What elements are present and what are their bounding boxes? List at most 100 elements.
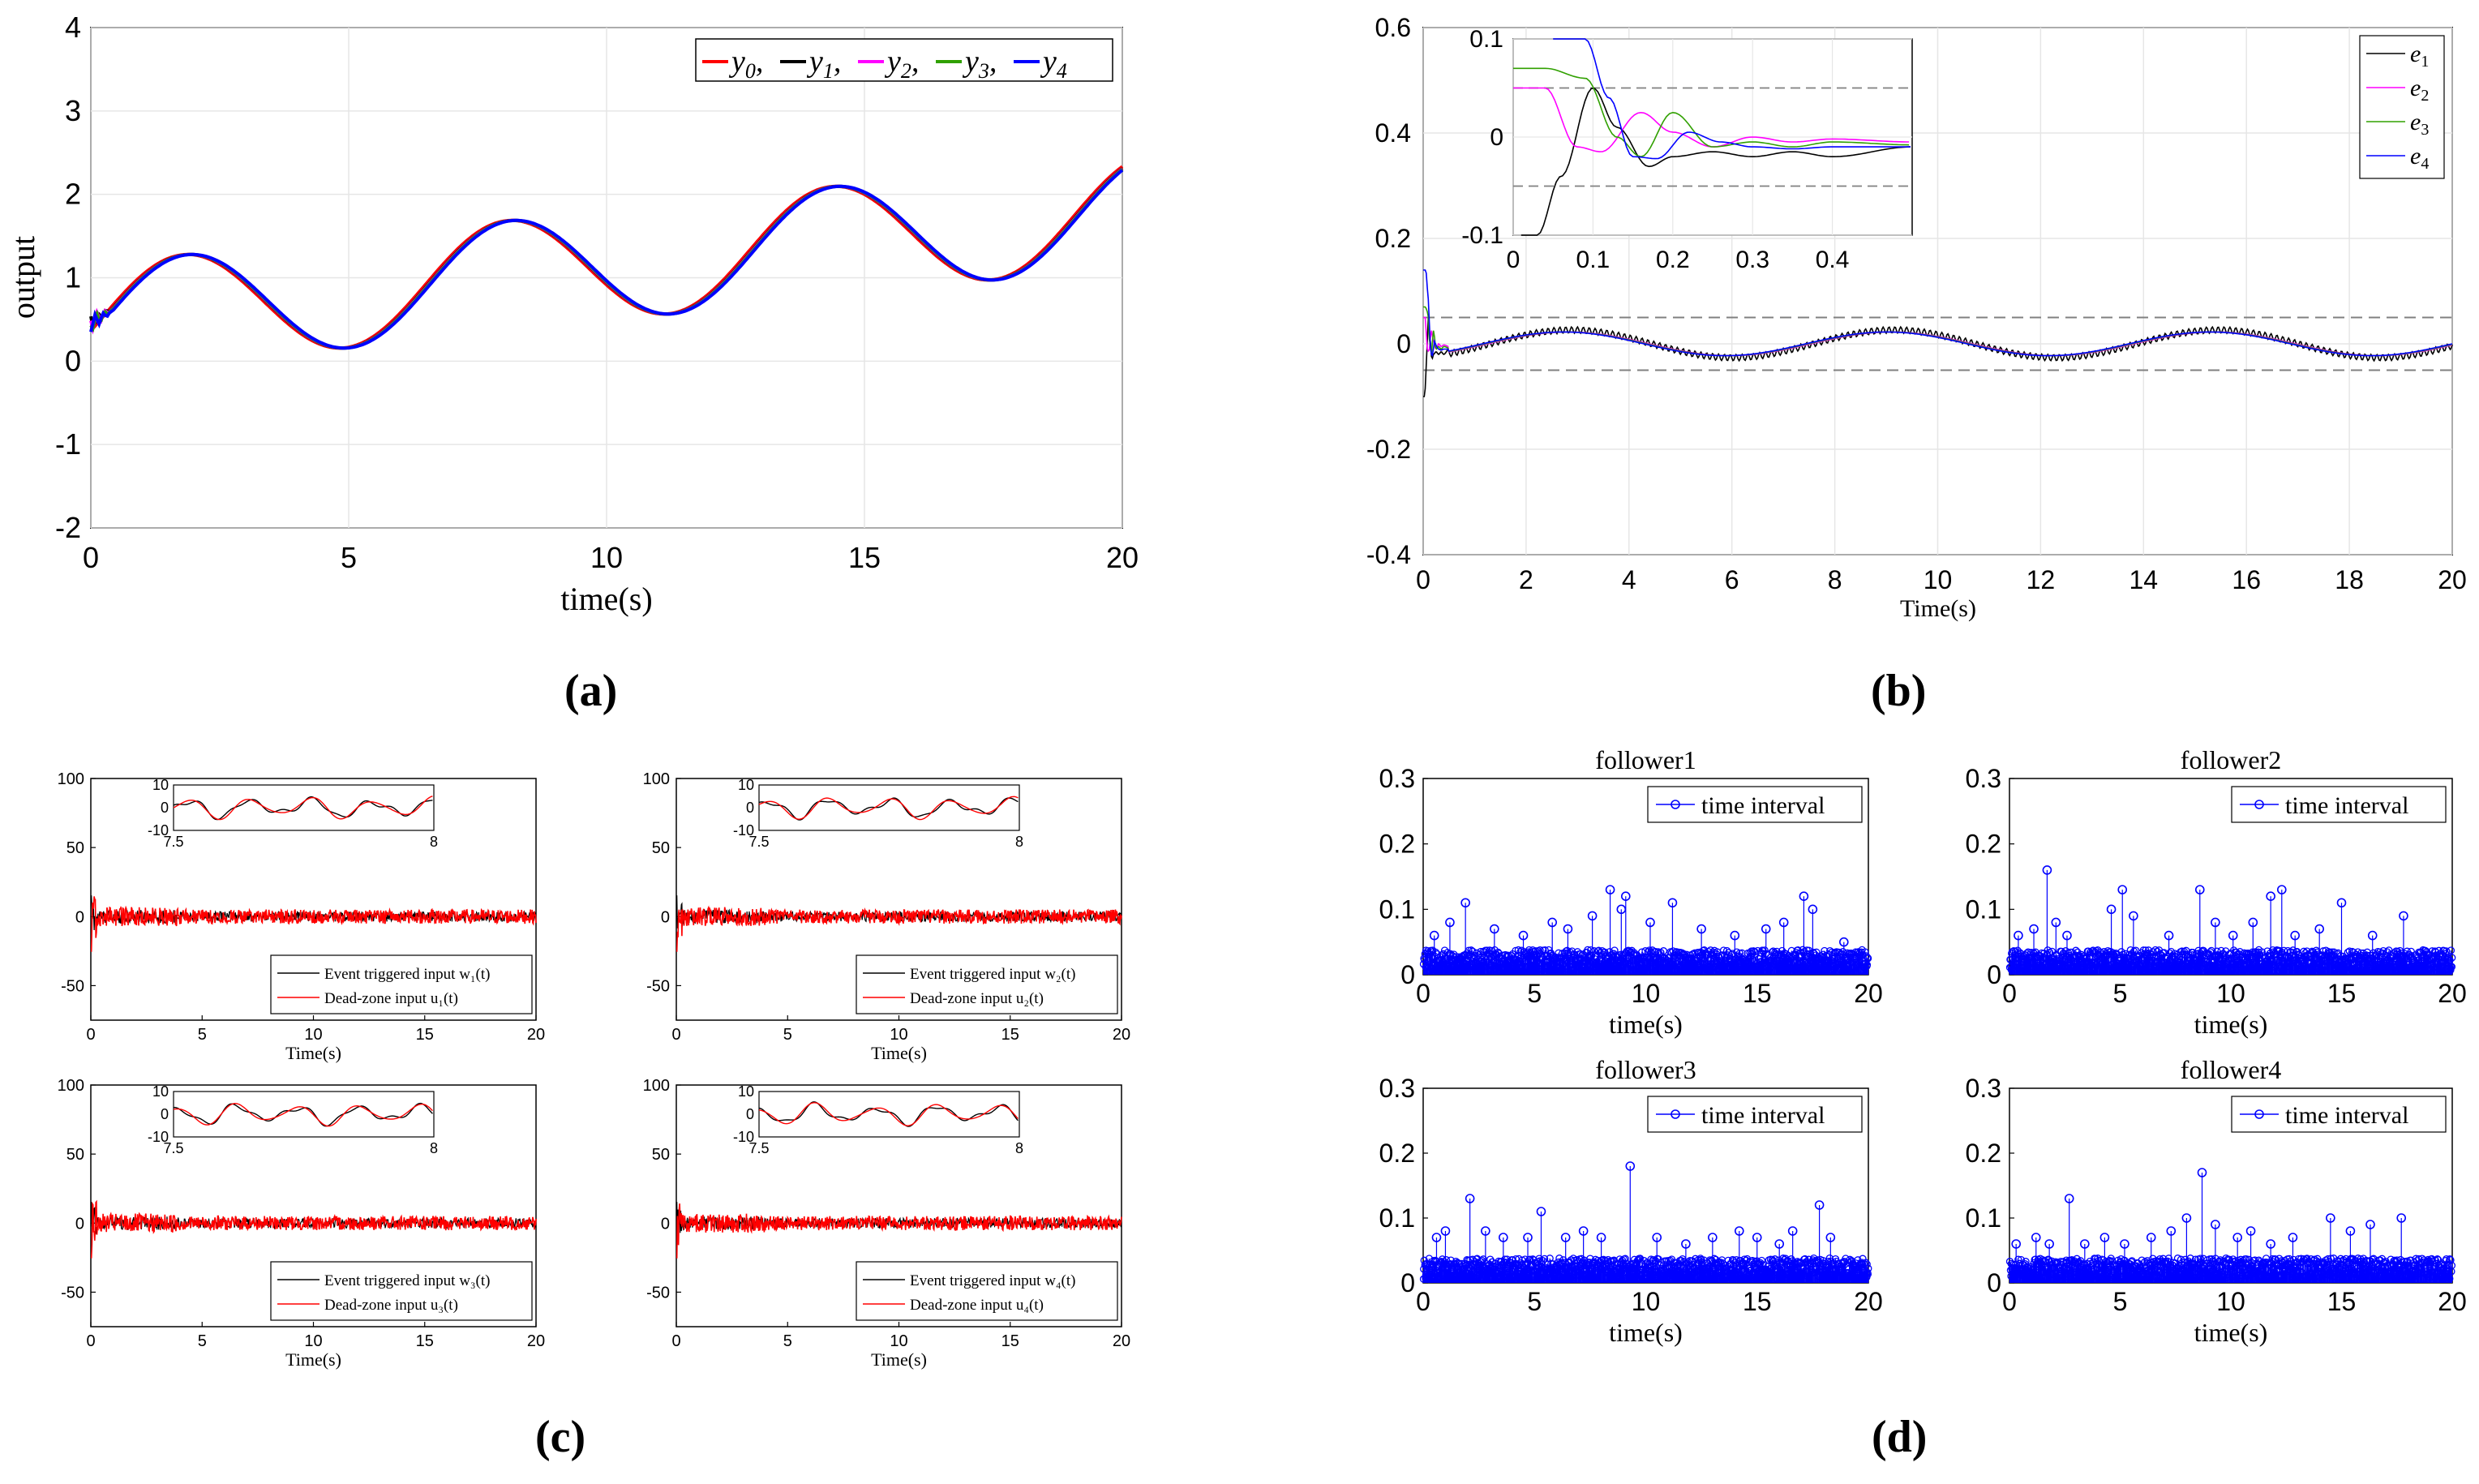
inset-b-ytick-label: 0 [1490, 124, 1503, 151]
plot-b-xtick-label: 8 [1828, 565, 1842, 594]
panel-label-a: (a) [564, 666, 617, 716]
stem-marker [1536, 946, 1544, 954]
ytick-label: 0.1 [1966, 894, 2001, 924]
xtick-label: 15 [2327, 979, 2357, 1008]
xtick-label: 5 [198, 1332, 207, 1350]
legend-box [270, 1261, 533, 1321]
plot-b-xlabel: Time(s) [1900, 595, 1976, 622]
xtick-label: 10 [304, 1026, 322, 1044]
plot-b-inset-ticks: 0 0.1 0.2 0.3 0.4-0.100.1 [1461, 26, 1849, 273]
inset-xtick-label: 7.5 [163, 834, 183, 850]
stem-marker [1514, 946, 1523, 954]
plot-a-ticks: 0 5 10 15 20 -2 -1 0 1 2 3 4 [55, 11, 1139, 574]
xtick-label: 0 [1416, 979, 1430, 1008]
xtick-label: 10 [304, 1332, 322, 1350]
inset-ytick-label: -10 [148, 1129, 169, 1145]
stem-marker [1601, 948, 1609, 956]
plot-b-xtick-label: 6 [1725, 565, 1739, 594]
stem-marker [1587, 946, 1595, 954]
xlabel: Time(s) [871, 1349, 927, 1370]
inset-b-xtick-label: 0.3 [1735, 247, 1769, 273]
ytick-label: 50 [652, 1146, 670, 1164]
stem-marker [1659, 947, 1668, 955]
subplot-follower1: follower1 0 5 10 15 20 0 0.1 0.2 0.3 time(s) time i… [1379, 745, 1883, 1039]
inset-xtick-label: 8 [430, 1140, 438, 1156]
legend-label-e1: e1 [2410, 41, 2429, 71]
inset-ytick-label: 10 [152, 1083, 169, 1100]
inset-ytick-label: 10 [738, 777, 754, 793]
panel-label-c: (c) [535, 1412, 585, 1462]
plot-a-grid [90, 27, 1123, 529]
inset-ytick-label: 0 [746, 800, 754, 816]
inset-xtick-label: 8 [1015, 834, 1023, 850]
plot-b-legend-box [2359, 35, 2445, 179]
inset-dead-zone-line [758, 796, 1019, 821]
inset-b-ytick-label: 0.1 [1469, 26, 1503, 53]
plot-b-ticks: 0 2 4 6 8 10 12 14 16 18 20 -0.4 -0.2 0 0.2 0.4 0.6 [1366, 13, 2467, 594]
ytick-label: 50 [66, 839, 84, 857]
plot-b-ytick-label: -0.4 [1366, 540, 1411, 569]
ytick-label: 0.3 [1379, 764, 1415, 793]
plot-b-xtick-label: 12 [2027, 565, 2056, 594]
ytick-label: 50 [66, 1146, 84, 1164]
ytick-label: 0 [1400, 960, 1415, 989]
ytick-label: 0 [1400, 1268, 1415, 1297]
xtick-label: 20 [2438, 979, 2467, 1008]
stem-marker [1538, 953, 1546, 962]
plot-b-xtick-label: 18 [2335, 565, 2364, 594]
plot-a-xtick-label: 10 [590, 541, 623, 574]
xtick-label: 20 [527, 1332, 545, 1350]
plot-a-xtick-label: 5 [341, 541, 357, 574]
legend-label-event: Event triggered input w₄(t) [910, 1272, 1075, 1289]
inset-xtick-label: 7.5 [748, 1140, 769, 1156]
ytick-label: 0 [661, 1215, 670, 1233]
dead-zone-input-line [676, 905, 1122, 952]
inset-b-xtick-label: 0.2 [1656, 247, 1690, 273]
stem-marker [1610, 946, 1619, 954]
xtick-label: 10 [890, 1332, 907, 1350]
plot-a-ytick-label: 4 [65, 11, 81, 44]
legend-label: time interval [2285, 792, 2408, 819]
ytick-label: 0.2 [1966, 830, 2001, 859]
xtick-label: 5 [783, 1026, 792, 1044]
xlabel: time(s) [1609, 1010, 1683, 1039]
legend-label-y0: y0, [728, 45, 763, 83]
subplot-follower2: follower2 0 5 10 15 20 0 0.1 0.2 0.3 time(s) time i… [1966, 745, 2467, 1039]
dead-zone-input-line [90, 1199, 537, 1259]
panel-d: follower1 0 5 10 15 20 0 0.1 0.2 0.3 time(s) time i… [1379, 745, 2467, 1347]
xtick-label: 5 [783, 1332, 792, 1350]
inset-ytick-label: -10 [733, 1129, 754, 1145]
inset-event-line [173, 1102, 433, 1127]
inset-frame [173, 784, 435, 831]
inset-b-ytick-label: -0.1 [1461, 222, 1503, 249]
plot-a-ytick-label: 1 [65, 261, 81, 294]
plot-a-ytick-label: 0 [65, 344, 81, 377]
stem-marker [1753, 946, 1762, 955]
ytick-label: 0.1 [1379, 1203, 1415, 1233]
ytick-label: 100 [643, 1077, 670, 1095]
xtick-label: 15 [1001, 1026, 1019, 1044]
legend-label-event: Event triggered input w₃(t) [324, 1272, 490, 1289]
ytick-label: -50 [646, 1284, 670, 1302]
stem-marker [1546, 950, 1555, 958]
xtick-label: 15 [416, 1332, 434, 1350]
inset-b-xtick-label: 0 [1507, 247, 1520, 273]
plot-b-series [1423, 269, 2453, 397]
xtick-label: 20 [1854, 979, 1883, 1008]
stem-marker [1735, 949, 1743, 958]
inset-dead-zone-line [173, 796, 433, 821]
plot-a-ytick-label: -1 [55, 427, 81, 461]
xtick-label: 5 [1527, 979, 1542, 1008]
xtick-label: 10 [2216, 979, 2245, 1008]
plot-a-xtick-label: 15 [848, 541, 881, 574]
inset-xtick-label: 7.5 [163, 1140, 183, 1156]
xtick-label: 0 [671, 1026, 680, 1044]
plot-a-legend: y0, y1, y2, y3, y4 [695, 38, 1113, 83]
stem-marker [1431, 948, 1440, 957]
plot-b-xtick-label: 0 [1416, 565, 1430, 594]
inset-ytick-label: 0 [161, 800, 169, 816]
ytick-label: 0.3 [1966, 764, 2001, 793]
xtick-label: 15 [1743, 979, 1772, 1008]
